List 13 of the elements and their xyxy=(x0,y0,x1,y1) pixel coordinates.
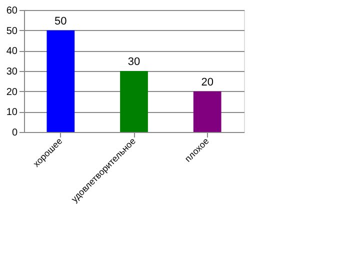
data-label: 20 xyxy=(201,76,214,88)
y-tick-label: 10 xyxy=(6,107,18,118)
y-tick-label: 0 xyxy=(12,128,18,138)
y-tick-label: 40 xyxy=(6,46,18,58)
y-tick-label: 30 xyxy=(6,66,18,78)
bar xyxy=(46,30,75,132)
bar xyxy=(193,91,222,132)
y-tick-label: 60 xyxy=(6,6,18,16)
data-label: 30 xyxy=(128,56,140,68)
bar xyxy=(120,71,148,132)
y-tick-label: 50 xyxy=(6,26,18,37)
y-tick-label: 20 xyxy=(6,86,18,98)
data-label: 50 xyxy=(54,15,67,28)
